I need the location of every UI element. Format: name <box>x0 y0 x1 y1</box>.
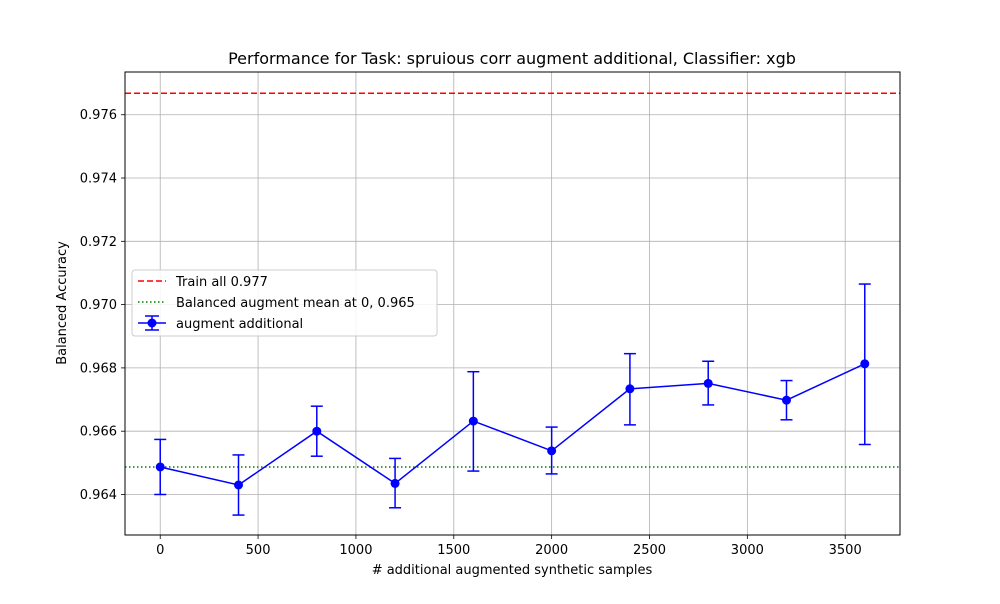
reference-lines <box>125 92 900 468</box>
legend: Train all 0.977 Balanced augment mean at… <box>131 269 438 337</box>
legend-box <box>131 269 438 337</box>
data-point <box>312 426 322 436</box>
data-point <box>468 416 478 426</box>
legend-label-series: augment additional <box>176 317 303 332</box>
y-tick-label: 0.972 <box>80 235 117 250</box>
data-point <box>547 446 557 456</box>
data-point <box>155 462 165 472</box>
y-tick-label: 0.970 <box>80 298 117 313</box>
x-tick-label: 1000 <box>339 543 372 558</box>
x-tick-label: 500 <box>246 543 271 558</box>
series-line <box>160 363 866 486</box>
data-point <box>781 395 791 405</box>
legend-label-augment-mean: Balanced augment mean at 0, 0.965 <box>176 296 415 311</box>
chart-title: Performance for Task: spruious corr augm… <box>228 49 796 68</box>
x-tick-label: 3500 <box>829 543 862 558</box>
x-tick-label: 3000 <box>731 543 764 558</box>
x-axis-ticks: 0 500 1000 1500 2000 2500 3000 3500 <box>156 535 862 558</box>
grid-layer <box>125 72 900 535</box>
y-tick-label: 0.964 <box>80 488 117 503</box>
data-point <box>390 478 400 488</box>
x-tick-label: 0 <box>156 543 164 558</box>
x-axis-label: # additional augmented synthetic samples <box>372 563 653 578</box>
data-point <box>234 480 244 490</box>
y-axis-ticks: 0.964 0.966 0.968 0.970 0.972 0.974 0.976 <box>80 108 125 503</box>
x-tick-label: 2000 <box>535 543 568 558</box>
y-tick-label: 0.974 <box>80 172 117 187</box>
data-point <box>625 384 635 394</box>
legend-label-train-all: Train all 0.977 <box>175 275 268 290</box>
y-tick-label: 0.966 <box>80 425 117 440</box>
data-point <box>860 359 870 369</box>
x-tick-label: 1500 <box>437 543 470 558</box>
data-point <box>703 378 713 388</box>
legend-swatch-marker <box>147 318 157 328</box>
y-tick-label: 0.968 <box>80 361 117 376</box>
plot-frame <box>124 71 901 536</box>
y-axis-label: Balanced Accuracy <box>55 241 70 365</box>
series-layer <box>154 283 871 516</box>
x-tick-label: 2500 <box>633 543 666 558</box>
y-tick-label: 0.976 <box>80 108 117 123</box>
